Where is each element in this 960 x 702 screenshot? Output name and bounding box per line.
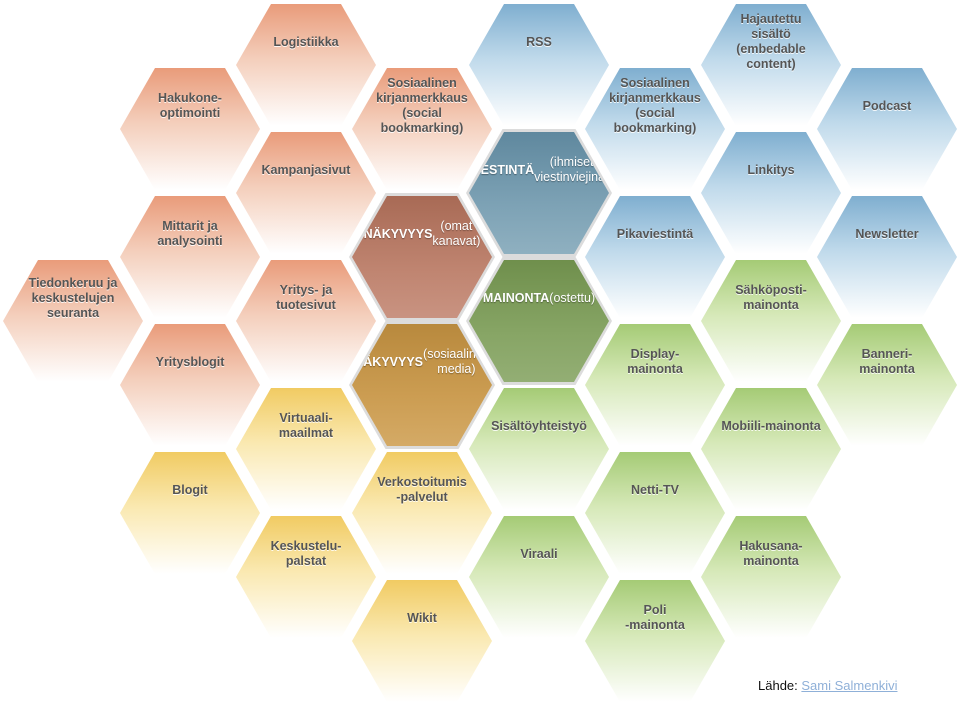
- hex-label: MAINONTA (ostettu): [483, 268, 595, 328]
- hex-label: Kampanjasivut: [261, 162, 351, 177]
- hex-title: NÄKYVYYS: [354, 354, 424, 369]
- hex-pikaviestinta: Pikaviestintä: [585, 196, 725, 318]
- hex-sisaltoyhteistyo: Sisältöyhteistyö: [469, 388, 609, 510]
- hex-label: Sähköposti- mainonta: [735, 283, 807, 312]
- hex-yritys-tuote: Yritys- ja tuotesivut: [236, 260, 376, 382]
- hex-label: VIESTINTÄ (ihmiset viestinviejinä): [469, 140, 609, 200]
- hex-label: Poli -mainonta: [625, 603, 685, 632]
- hex-mobiili: Mobiili-mainonta: [701, 388, 841, 510]
- hex-yritysblogit: Yritysblogit: [120, 324, 260, 446]
- hex-hakusana: Hakusana- mainonta: [701, 516, 841, 638]
- hex-subtitle: (ihmiset viestinviejinä): [534, 155, 610, 184]
- hex-label: RSS: [526, 34, 552, 49]
- hex-subtitle: (omat kanavat): [432, 219, 481, 248]
- hex-label: NÄKYVYYS (sosiaalinen media): [354, 332, 490, 392]
- source-label: Lähde:: [758, 678, 798, 693]
- hex-label: Yritys- ja tuotesivut: [276, 283, 336, 312]
- hex-label: Yritysblogit: [155, 354, 225, 369]
- hex-sos-kirjan-1: Sosiaalinen kirjanmerkkaus (social bookm…: [352, 68, 492, 190]
- hex-label: Mobiili-mainonta: [721, 418, 821, 433]
- hex-viestinta: VIESTINTÄ (ihmiset viestinviejinä): [469, 132, 609, 254]
- hex-title: VIESTINTÄ: [468, 162, 535, 177]
- hex-kampanjasivut: Kampanjasivut: [236, 132, 376, 254]
- hex-title: NÄKYVYYS: [363, 226, 433, 241]
- hex-label: Verkostoitumis -palvelut: [377, 475, 467, 504]
- hex-hakukone: Hakukone- optimointi: [120, 68, 260, 190]
- hex-nakyvyys-omat: NÄKYVYYS (omat kanavat): [352, 196, 492, 318]
- source-author-link[interactable]: Sami Salmenkivi: [801, 678, 898, 693]
- hex-viraali: Viraali: [469, 516, 609, 638]
- hex-linkitys: Linkitys: [701, 132, 841, 254]
- hex-label: Blogit: [172, 482, 208, 497]
- hex-keskustelupalstat: Keskustelu- palstat: [236, 516, 376, 638]
- hex-netti-tv: Netti-TV: [585, 452, 725, 574]
- hex-label: Hakukone- optimointi: [158, 91, 222, 120]
- hex-label: Mittarit ja analysointi: [157, 219, 223, 248]
- hex-podcast: Podcast: [817, 68, 957, 190]
- hex-mainonta: MAINONTA (ostettu): [469, 260, 609, 382]
- hex-label: Newsletter: [855, 226, 919, 241]
- hex-verkostoitumis: Verkostoitumis -palvelut: [352, 452, 492, 574]
- hex-label: Sosiaalinen kirjanmerkkaus (social bookm…: [609, 76, 701, 135]
- hex-label: Hajautettu sisältö (embedable content): [736, 12, 806, 71]
- hex-mittarit: Mittarit ja analysointi: [120, 196, 260, 318]
- hex-blogit: Blogit: [120, 452, 260, 574]
- hex-virtuaali: Virtuaali- maailmat: [236, 388, 376, 510]
- hex-logistiikka: Logistiikka: [236, 4, 376, 126]
- hex-label: NÄKYVYYS (omat kanavat): [363, 204, 481, 264]
- hex-label: Sosiaalinen kirjanmerkkaus (social bookm…: [376, 76, 468, 135]
- hex-display: Display- mainonta: [585, 324, 725, 446]
- hex-label: Netti-TV: [631, 482, 679, 497]
- hex-sos-kirjan-2: Sosiaalinen kirjanmerkkaus (social bookm…: [585, 68, 725, 190]
- hex-label: Sisältöyhteistyö: [491, 418, 587, 433]
- hex-label: Keskustelu- palstat: [270, 539, 342, 568]
- source-credit: Lähde: Sami Salmenkivi: [758, 678, 897, 693]
- hex-label: Tiedonkeruu ja keskustelujen seuranta: [28, 275, 118, 320]
- hex-label: Pikaviestintä: [616, 226, 694, 241]
- hex-subtitle: (ostettu): [549, 290, 596, 305]
- hex-label: Podcast: [862, 98, 912, 113]
- hex-tiedonkeruu: Tiedonkeruu ja keskustelujen seuranta: [3, 260, 143, 382]
- hex-newsletter: Newsletter: [817, 196, 957, 318]
- hex-poli: Poli -mainonta: [585, 580, 725, 702]
- hex-label: Virtuaali- maailmat: [278, 411, 334, 440]
- hex-label: Banneri- mainonta: [859, 347, 915, 376]
- hex-title: MAINONTA: [482, 290, 550, 305]
- hex-banneri: Banneri- mainonta: [817, 324, 957, 446]
- hex-hajautettu: Hajautettu sisältö (embedable content): [701, 4, 841, 126]
- hex-label: Wikit: [407, 610, 437, 625]
- hex-label: Hakusana- mainonta: [739, 539, 803, 568]
- hex-sahkoposti: Sähköposti- mainonta: [701, 260, 841, 382]
- hex-wikit: Wikit: [352, 580, 492, 702]
- hex-label: Logistiikka: [273, 34, 339, 49]
- hex-label: Viraali: [520, 546, 558, 561]
- hex-label: Linkitys: [747, 162, 795, 177]
- hex-label: Display- mainonta: [627, 347, 683, 376]
- hex-rss: RSS: [469, 4, 609, 126]
- hex-nakyvyys-some: NÄKYVYYS (sosiaalinen media): [352, 324, 492, 446]
